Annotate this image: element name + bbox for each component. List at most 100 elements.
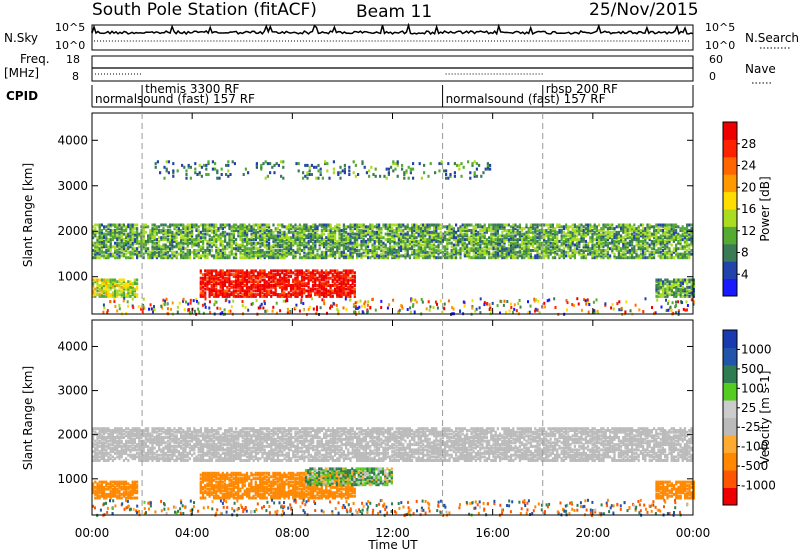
data-cell bbox=[686, 287, 689, 291]
data-cell bbox=[340, 294, 343, 298]
data-cell bbox=[254, 254, 257, 258]
data-cell bbox=[560, 249, 563, 252]
data-cell bbox=[501, 250, 504, 254]
data-cell bbox=[212, 269, 216, 273]
data-cell bbox=[305, 254, 308, 258]
data-cell bbox=[296, 245, 299, 249]
data-cell bbox=[349, 287, 352, 291]
data-cell bbox=[114, 278, 117, 282]
data-cell bbox=[191, 243, 194, 247]
data-cell bbox=[527, 250, 530, 254]
data-cell bbox=[406, 245, 409, 249]
data-cell bbox=[565, 225, 568, 229]
data-cell bbox=[600, 239, 603, 243]
data-cell bbox=[503, 245, 506, 249]
data-cell bbox=[664, 293, 667, 297]
data-cell bbox=[261, 254, 264, 258]
data-cell bbox=[378, 234, 381, 238]
data-cell bbox=[481, 229, 484, 232]
data-cell bbox=[246, 241, 249, 245]
data-cell bbox=[470, 229, 473, 232]
data-cell bbox=[611, 247, 614, 251]
data-cell bbox=[127, 289, 130, 293]
data-cell bbox=[208, 287, 211, 291]
data-cell bbox=[543, 232, 546, 236]
data-cell bbox=[267, 284, 271, 287]
data-cell bbox=[452, 230, 455, 234]
data-cell bbox=[270, 280, 273, 284]
data-cell bbox=[129, 230, 132, 234]
data-cell bbox=[578, 249, 581, 252]
data-cell bbox=[510, 238, 513, 242]
data-cell bbox=[257, 252, 260, 256]
data-cell bbox=[98, 230, 101, 234]
data-cell bbox=[318, 284, 321, 287]
data-cell bbox=[642, 229, 645, 232]
data-cell bbox=[666, 234, 669, 238]
data-cell bbox=[158, 250, 161, 254]
data-cell bbox=[162, 232, 165, 236]
data-cell bbox=[473, 171, 476, 175]
data-cell bbox=[235, 247, 238, 251]
data-cell bbox=[314, 234, 317, 238]
data-cell bbox=[307, 241, 310, 245]
data-cell bbox=[688, 236, 691, 240]
data-cell bbox=[300, 291, 304, 295]
data-cell bbox=[276, 271, 279, 275]
data-cell bbox=[230, 239, 233, 243]
data-cell bbox=[122, 278, 125, 282]
data-cell bbox=[620, 229, 623, 232]
data-cell bbox=[395, 250, 398, 254]
data-cell bbox=[296, 236, 299, 240]
data-cell bbox=[290, 250, 293, 254]
data-cell bbox=[343, 169, 346, 173]
data-cell bbox=[221, 250, 224, 254]
data-cell bbox=[393, 230, 396, 234]
data-cell bbox=[133, 241, 136, 245]
data-cell bbox=[329, 232, 332, 236]
data-cell bbox=[164, 256, 167, 260]
data-cell bbox=[315, 165, 318, 169]
data-cell bbox=[250, 243, 253, 247]
data-cell bbox=[175, 236, 178, 240]
data-cell bbox=[206, 287, 209, 291]
data-cell bbox=[413, 243, 416, 247]
data-cell bbox=[199, 284, 202, 287]
data-cell bbox=[397, 232, 400, 236]
data-cell bbox=[534, 229, 537, 232]
data-cell bbox=[426, 230, 429, 234]
data-cell bbox=[166, 229, 169, 232]
data-cell bbox=[109, 243, 112, 247]
data-cell bbox=[248, 271, 251, 275]
data-cell bbox=[479, 254, 482, 258]
data-cell bbox=[111, 254, 114, 258]
data-cell bbox=[677, 241, 680, 245]
data-cell bbox=[230, 227, 233, 231]
data-cell bbox=[540, 252, 543, 256]
data-cell bbox=[327, 234, 330, 238]
data-cell bbox=[201, 282, 205, 286]
data-cell bbox=[180, 247, 183, 251]
data-cell bbox=[426, 241, 429, 245]
data-cell bbox=[499, 250, 502, 254]
data-cell bbox=[232, 284, 235, 287]
data-cell bbox=[248, 276, 251, 280]
data-cell bbox=[334, 250, 337, 254]
data-cell bbox=[289, 284, 293, 287]
data-cell bbox=[646, 236, 649, 240]
data-cell bbox=[347, 269, 350, 273]
data-cell bbox=[358, 249, 361, 252]
data-cell bbox=[351, 269, 354, 273]
data-cell bbox=[153, 234, 156, 238]
data-cell bbox=[435, 232, 438, 236]
data-cell bbox=[565, 223, 568, 227]
data-cell bbox=[463, 250, 466, 254]
data-cell bbox=[578, 230, 581, 234]
data-cell bbox=[263, 230, 266, 234]
data-cell bbox=[173, 232, 176, 236]
data-cell bbox=[306, 173, 309, 176]
data-cell bbox=[311, 271, 315, 275]
data-cell bbox=[404, 247, 407, 251]
data-cell bbox=[490, 227, 493, 231]
data-cell bbox=[263, 293, 266, 297]
